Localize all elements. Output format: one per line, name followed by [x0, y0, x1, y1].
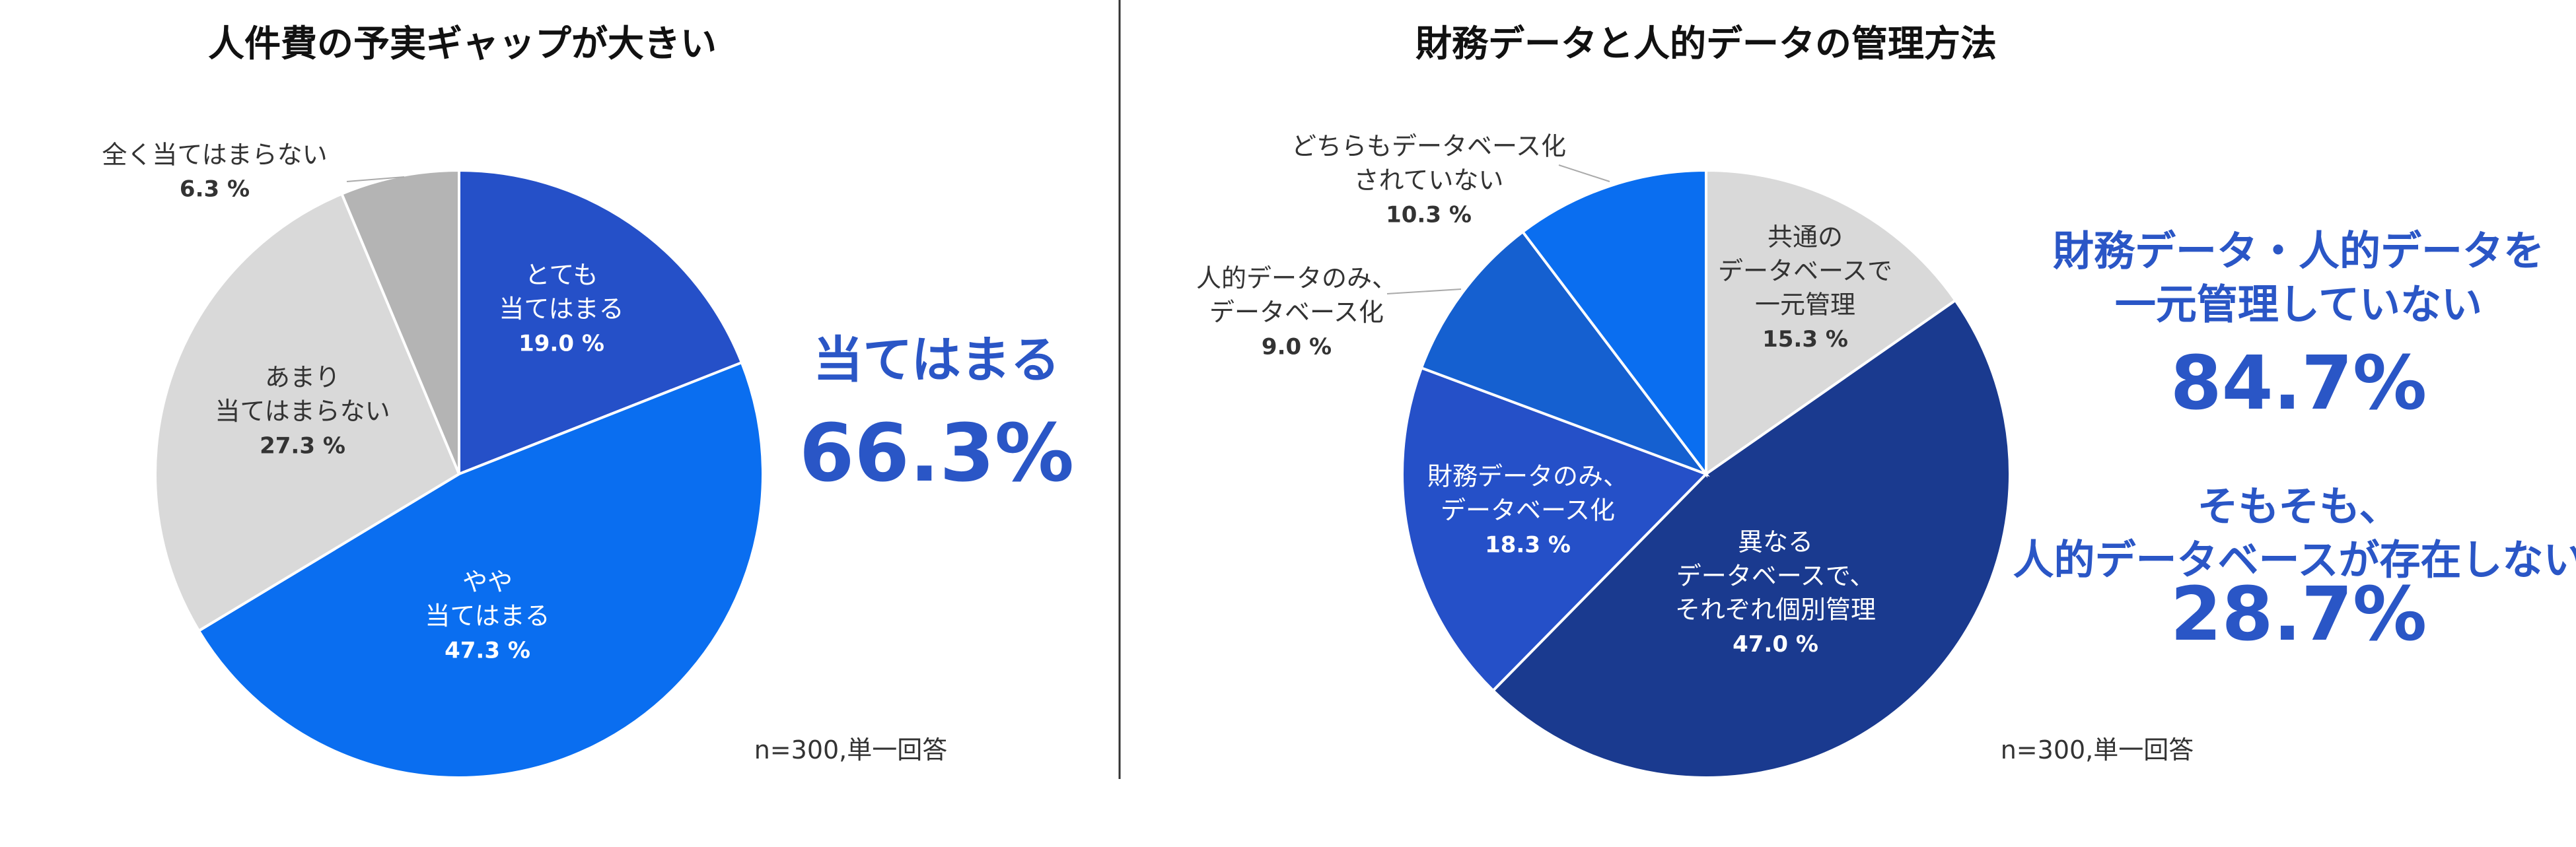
annotation: 84.7%	[2170, 341, 2427, 426]
annotation: 当てはまる	[813, 331, 1060, 389]
note: n=300,単一回答	[2001, 735, 2194, 764]
pie-slice	[197, 360, 764, 779]
annotation: そもそも、人的データベースが存在しない	[2013, 483, 2576, 584]
annotation: 28.7%	[2170, 572, 2427, 658]
slice-label-line: されていない	[1354, 166, 1504, 195]
leader-line	[346, 176, 405, 182]
value-label: 27.3 %	[260, 432, 345, 459]
slice-label-line: データベースで、	[1676, 561, 1875, 590]
annotation: 66.3%	[799, 408, 1074, 500]
annotation-line: 66.3%	[799, 408, 1074, 500]
chart-title: 財務データと人的データの管理方法	[1415, 22, 1997, 65]
annotation-line: 当てはまる	[813, 331, 1060, 389]
slice-label: 人的データのみ、データベース化	[1196, 263, 1397, 326]
slice-label-line: 当てはまらない	[215, 397, 390, 426]
value-label-line: 19.0 %	[519, 330, 604, 356]
value-label-line: 27.3 %	[260, 432, 345, 459]
leader-line	[1558, 164, 1610, 182]
slice-label-line: 当てはまる	[499, 294, 624, 323]
annotation-line: そもそも、	[2198, 483, 2400, 531]
slice-label-line: データベースで	[1718, 256, 1892, 285]
value-label: 47.3 %	[445, 637, 530, 663]
slice-label-line: 人的データのみ、	[1196, 263, 1397, 292]
pie-slice	[458, 168, 744, 476]
note-line: n=300,単一回答	[754, 735, 948, 764]
annotation-line: 28.7%	[2170, 572, 2427, 658]
slice-label: 共通のデータベースで一元管理	[1718, 222, 1892, 320]
pie-slice	[1419, 230, 1710, 477]
value-label: 6.3 %	[180, 176, 250, 202]
value-label: 9.0 %	[1262, 333, 1332, 360]
slice-label-line: 一元管理	[1755, 290, 1855, 319]
annotation: 財務データ・人的データを一元管理していない	[2053, 227, 2544, 329]
value-label-line: 15.3 %	[1762, 325, 1848, 352]
pie-slice	[1491, 298, 2011, 779]
chart-title-line: 人件費の予実ギャップが大きい	[208, 22, 717, 65]
slice-label-line: 全く当てはまらない	[102, 140, 327, 169]
slice-label-line: とても	[525, 260, 598, 289]
value-label-line: 18.3 %	[1485, 531, 1571, 558]
value-label: 10.3 %	[1386, 201, 1472, 228]
chart-title-line: 財務データと人的データの管理方法	[1415, 22, 1997, 65]
slice-label: やや当てはまる	[425, 567, 550, 630]
slice-label-line: 財務データのみ、	[1427, 461, 1628, 491]
chart-title: 人件費の予実ギャップが大きい	[208, 22, 717, 65]
annotation-line: 財務データ・人的データを	[2053, 227, 2544, 275]
pie-slice	[1521, 168, 1707, 478]
annotation-line: 84.7%	[2170, 341, 2427, 426]
slice-label: 全く当てはまらない	[102, 140, 327, 169]
pie-slice	[1401, 366, 1709, 693]
slice-label-line: どちらもデータベース化	[1291, 131, 1566, 160]
slice-label-line: データベース化	[1209, 298, 1384, 327]
slice-label: 財務データのみ、データベース化	[1427, 461, 1628, 524]
slice-label-line: データベース化	[1441, 496, 1615, 525]
slice-label-line: 共通の	[1768, 222, 1843, 252]
pie-slice	[1705, 168, 1958, 477]
value-label-line: 6.3 %	[180, 176, 250, 202]
slice-label: とても当てはまる	[499, 260, 624, 323]
note: n=300,単一回答	[754, 735, 948, 764]
pie-slice	[340, 168, 460, 475]
slice-label-line: やや	[462, 567, 513, 596]
slice-label-line: それぞれ個別管理	[1675, 595, 1876, 624]
value-label: 19.0 %	[519, 330, 604, 356]
annotation-line: 人的データベースが存在しない	[2013, 535, 2576, 584]
annotation-line: 一元管理していない	[2115, 280, 2482, 328]
pie-slice	[154, 192, 461, 633]
slice-label-line: 当てはまる	[425, 601, 550, 630]
value-label: 47.0 %	[1733, 630, 1818, 657]
note-line: n=300,単一回答	[2001, 735, 2194, 764]
value-label: 15.3 %	[1762, 325, 1848, 352]
slice-label: あまり当てはまらない	[215, 362, 390, 425]
value-label-line: 9.0 %	[1262, 333, 1332, 360]
slice-label: どちらもデータベース化されていない	[1291, 131, 1566, 194]
value-label-line: 10.3 %	[1386, 201, 1472, 228]
leader-line	[1386, 288, 1462, 294]
slice-label-line: 異なる	[1738, 527, 1813, 557]
slice-label: 異なるデータベースで、それぞれ個別管理	[1675, 527, 1876, 625]
slice-label-line: あまり	[265, 362, 340, 391]
value-label-line: 47.0 %	[1733, 630, 1818, 657]
value-label-line: 47.3 %	[445, 637, 530, 663]
value-label: 18.3 %	[1485, 531, 1571, 558]
